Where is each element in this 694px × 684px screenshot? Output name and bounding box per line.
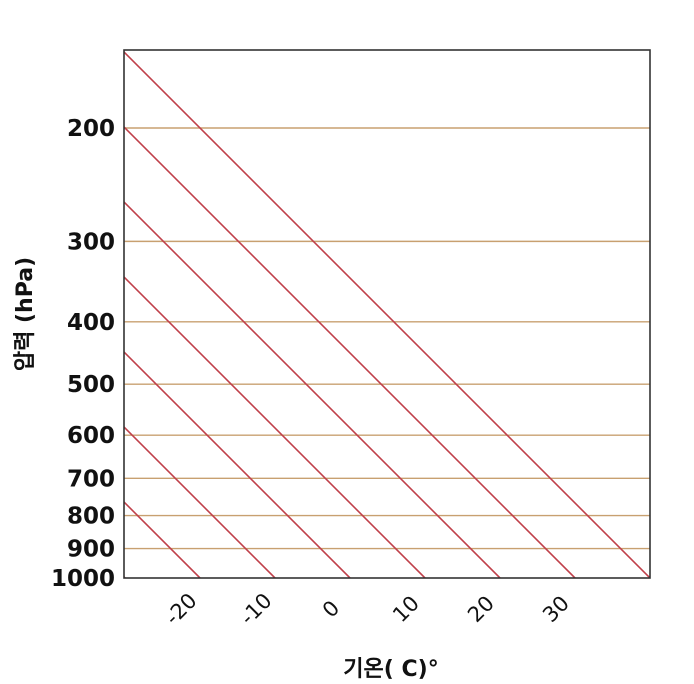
y-tick-label: 200 — [67, 116, 115, 142]
y-tick-label: 700 — [67, 466, 115, 492]
x-tick-label: -20 — [160, 588, 201, 629]
y-tick-label: 600 — [67, 423, 115, 449]
y-axis-label: 압력 (hPa) — [13, 257, 38, 371]
x-axis-label: 기온( C)° — [343, 657, 438, 682]
isotherm-line — [124, 350, 351, 578]
isobar-layer — [124, 127, 650, 550]
x-tick-label: 0 — [318, 596, 344, 622]
y-tick-label: 800 — [67, 504, 115, 530]
plot-frame — [123, 49, 651, 579]
y-tick-label: 300 — [67, 229, 115, 255]
x-tick-label: 30 — [538, 591, 574, 627]
y-tick-label: 500 — [67, 372, 115, 398]
isotherm-line — [124, 200, 501, 578]
x-tick-label: -10 — [235, 588, 276, 629]
isotherm-line — [124, 50, 650, 578]
y-tick-labels: 200 300 400 500 600 700 800 900 1000 — [51, 116, 115, 592]
y-tick-label: 900 — [67, 537, 115, 563]
isotherm-line — [124, 125, 576, 578]
isotherm-line — [124, 425, 276, 578]
x-tick-labels: -20 -10 0 10 20 30 — [160, 588, 574, 629]
isotherm-layer — [124, 50, 650, 578]
y-tick-label: 1000 — [51, 566, 115, 592]
isotherm-line — [124, 275, 426, 578]
y-tick-label: 400 — [67, 310, 115, 336]
x-tick-label: 20 — [463, 591, 499, 627]
x-tick-label: 10 — [388, 591, 424, 627]
